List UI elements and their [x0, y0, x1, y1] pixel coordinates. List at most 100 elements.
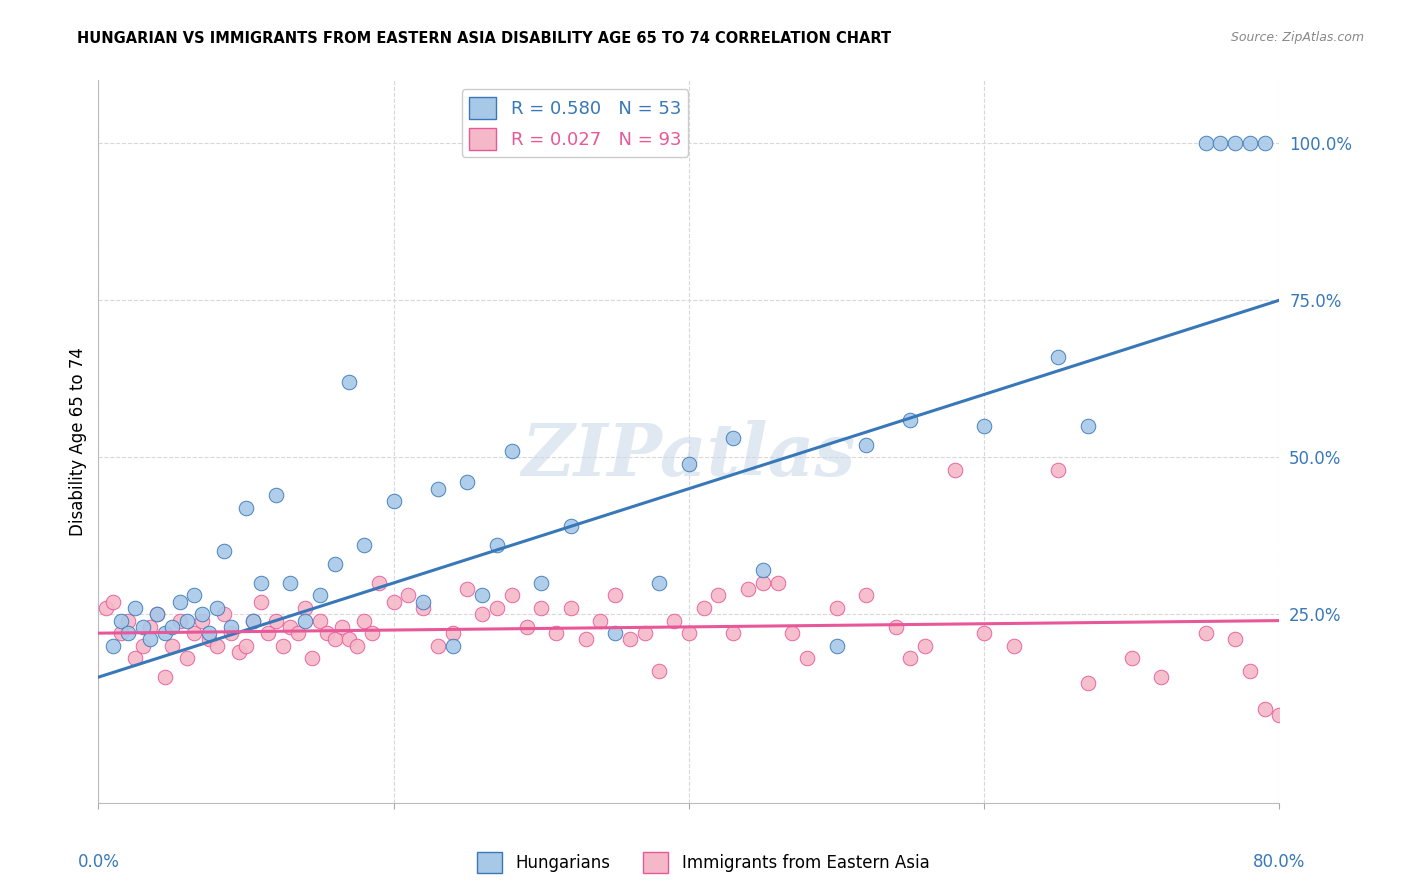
Point — [1298, 651, 1320, 665]
Point — [139, 620, 162, 634]
Point — [1209, 136, 1232, 150]
Point — [457, 475, 479, 490]
Point — [257, 626, 280, 640]
Point — [124, 601, 146, 615]
Point — [1239, 136, 1261, 150]
Point — [294, 614, 316, 628]
Point — [103, 639, 125, 653]
Point — [1077, 676, 1099, 690]
Point — [132, 620, 155, 634]
Point — [228, 645, 250, 659]
Point — [117, 614, 139, 628]
Point — [287, 626, 309, 640]
Point — [825, 639, 848, 653]
Point — [1343, 620, 1365, 634]
Point — [900, 412, 922, 426]
Point — [1002, 639, 1025, 653]
Point — [486, 601, 509, 615]
Point — [855, 438, 877, 452]
Point — [353, 538, 375, 552]
Point — [169, 614, 191, 628]
Point — [678, 626, 700, 640]
Point — [382, 595, 405, 609]
Point — [605, 589, 627, 603]
Point — [486, 538, 509, 552]
Point — [605, 626, 627, 640]
Point — [368, 575, 391, 590]
Point — [501, 444, 523, 458]
Point — [176, 614, 198, 628]
Point — [264, 488, 287, 502]
Point — [339, 375, 361, 389]
Point — [323, 557, 346, 571]
Point — [723, 626, 745, 640]
Y-axis label: Disability Age 65 to 74: Disability Age 65 to 74 — [69, 347, 87, 536]
Point — [117, 626, 139, 640]
Point — [280, 620, 302, 634]
Point — [766, 575, 789, 590]
Point — [914, 639, 936, 653]
Point — [1254, 136, 1277, 150]
Point — [1225, 136, 1247, 150]
Point — [1121, 651, 1143, 665]
Legend: R = 0.580   N = 53, R = 0.027   N = 93: R = 0.580 N = 53, R = 0.027 N = 93 — [461, 89, 688, 157]
Point — [1386, 645, 1406, 659]
Point — [235, 639, 257, 653]
Point — [183, 589, 205, 603]
Point — [271, 639, 294, 653]
Point — [693, 601, 716, 615]
Point — [339, 632, 361, 647]
Point — [723, 431, 745, 445]
Point — [546, 626, 568, 640]
Text: 80.0%: 80.0% — [1253, 853, 1306, 871]
Point — [441, 639, 464, 653]
Point — [1047, 463, 1070, 477]
Point — [330, 620, 353, 634]
Text: ZIPatlas: ZIPatlas — [522, 420, 856, 491]
Point — [560, 519, 582, 533]
Point — [1195, 626, 1218, 640]
Point — [619, 632, 641, 647]
Text: 0.0%: 0.0% — [77, 853, 120, 871]
Point — [132, 639, 155, 653]
Point — [900, 651, 922, 665]
Point — [973, 626, 995, 640]
Point — [353, 614, 375, 628]
Point — [1150, 670, 1173, 684]
Point — [441, 626, 464, 640]
Legend: Hungarians, Immigrants from Eastern Asia: Hungarians, Immigrants from Eastern Asia — [470, 846, 936, 880]
Point — [316, 626, 339, 640]
Point — [198, 626, 221, 640]
Point — [1254, 701, 1277, 715]
Point — [235, 500, 257, 515]
Point — [530, 575, 553, 590]
Point — [1268, 707, 1291, 722]
Point — [648, 664, 671, 678]
Point — [146, 607, 169, 622]
Point — [825, 601, 848, 615]
Point — [752, 563, 775, 577]
Point — [427, 639, 450, 653]
Point — [530, 601, 553, 615]
Point — [153, 670, 176, 684]
Point — [1372, 626, 1395, 640]
Point — [427, 482, 450, 496]
Point — [855, 589, 877, 603]
Point — [212, 544, 235, 558]
Point — [183, 626, 205, 640]
Point — [346, 639, 368, 653]
Point — [103, 595, 125, 609]
Text: HUNGARIAN VS IMMIGRANTS FROM EASTERN ASIA DISABILITY AGE 65 TO 74 CORRELATION CH: HUNGARIAN VS IMMIGRANTS FROM EASTERN ASI… — [77, 31, 891, 46]
Point — [242, 614, 264, 628]
Point — [412, 595, 434, 609]
Point — [169, 595, 191, 609]
Point — [471, 589, 494, 603]
Point — [782, 626, 804, 640]
Point — [294, 601, 316, 615]
Point — [1077, 418, 1099, 433]
Point — [360, 626, 382, 640]
Point — [146, 607, 169, 622]
Point — [124, 651, 146, 665]
Point — [648, 575, 671, 590]
Point — [1047, 350, 1070, 364]
